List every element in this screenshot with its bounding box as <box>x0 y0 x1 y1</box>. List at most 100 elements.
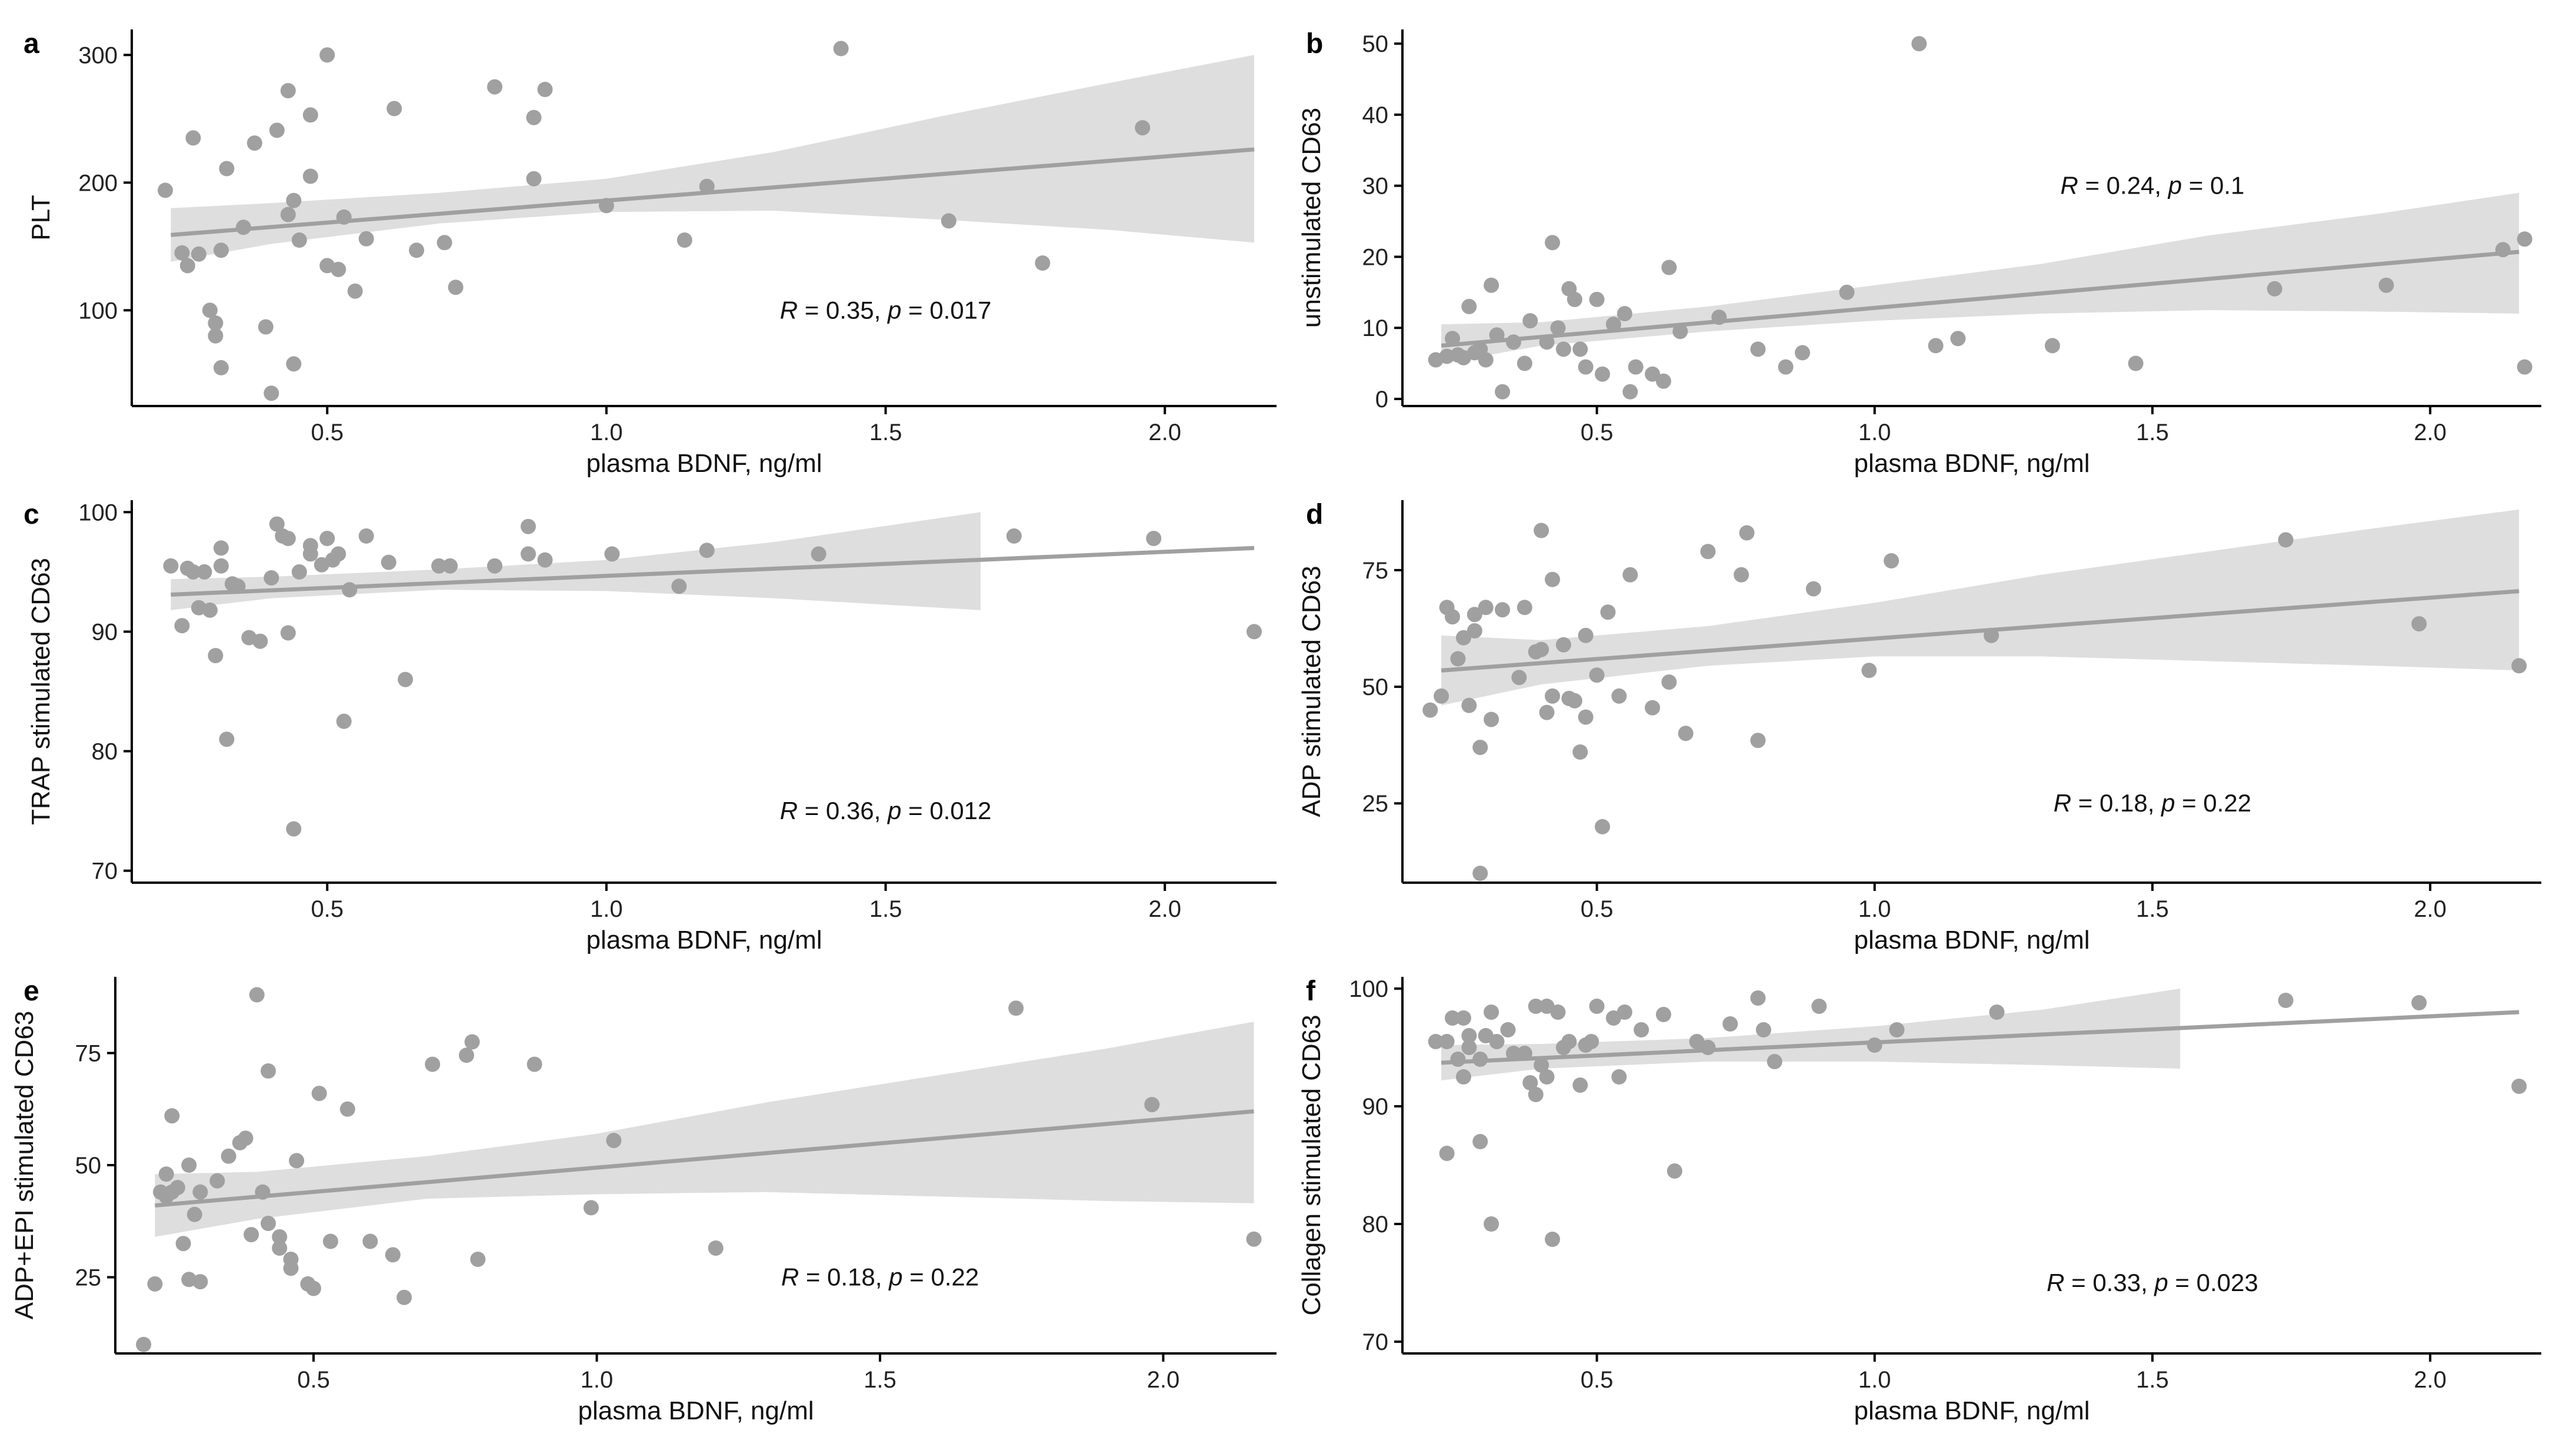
data-point <box>336 713 352 729</box>
data-point <box>280 625 296 641</box>
data-point <box>381 554 396 570</box>
r-value: = 0.33, <box>2064 1269 2154 1296</box>
data-point <box>1622 567 1638 583</box>
data-point <box>2378 277 2394 293</box>
x-tick-label: 0.5 <box>311 420 344 445</box>
data-point <box>598 198 614 214</box>
data-point <box>1461 697 1477 713</box>
data-point <box>291 564 307 580</box>
data-point <box>1655 373 1671 389</box>
data-point <box>246 135 262 151</box>
data-point <box>1439 1146 1455 1161</box>
data-point <box>1928 338 1944 354</box>
data-point <box>163 558 179 574</box>
correlation-annotation: R = 0.18, p = 0.22 <box>781 1263 979 1290</box>
data-point <box>158 182 173 198</box>
x-tick-label: 0.5 <box>311 896 344 922</box>
data-point <box>699 178 715 194</box>
data-point <box>264 385 279 401</box>
data-point <box>1600 604 1616 620</box>
data-point <box>1795 345 1810 361</box>
data-point <box>1528 1087 1544 1102</box>
data-point <box>1246 1231 1262 1247</box>
data-point <box>1661 260 1677 275</box>
p-symbol: p <box>887 296 901 324</box>
data-point <box>213 242 229 258</box>
data-point <box>1505 1046 1521 1061</box>
data-point <box>336 209 352 225</box>
data-point <box>147 1276 163 1292</box>
x-tick-label: 1.0 <box>1858 896 1891 922</box>
r-symbol: R <box>780 797 798 824</box>
data-point <box>1700 544 1716 560</box>
data-point <box>269 516 285 532</box>
x-axis-label: plasma BDNF, ng/ml <box>578 1396 814 1425</box>
y-tick-label: 100 <box>78 298 118 324</box>
y-tick-label: 90 <box>1362 1094 1389 1120</box>
data-point <box>1008 1000 1024 1016</box>
data-point <box>1478 352 1494 368</box>
x-tick-label: 2.0 <box>1148 420 1181 445</box>
correlation-annotation: R = 0.36, p = 0.012 <box>780 797 992 824</box>
data-point <box>302 168 318 184</box>
data-point <box>202 302 218 318</box>
r-symbol: R <box>2060 172 2078 199</box>
data-point <box>1584 1034 1599 1049</box>
data-point <box>2511 1079 2527 1094</box>
data-point <box>464 1034 480 1050</box>
data-point <box>1572 744 1588 760</box>
data-point <box>1472 866 1488 882</box>
data-point <box>286 356 302 372</box>
correlation-annotation: R = 0.33, p = 0.023 <box>2047 1269 2258 1296</box>
data-point <box>1146 531 1162 546</box>
correlation-annotation: R = 0.35, p = 0.017 <box>780 296 992 324</box>
data-point <box>1495 602 1510 618</box>
ci-band <box>171 55 1254 262</box>
data-point <box>331 261 346 277</box>
panel-label: a <box>24 28 39 59</box>
data-point <box>1472 1052 1488 1067</box>
x-tick-label: 1.5 <box>869 420 902 445</box>
data-point <box>261 1216 276 1231</box>
x-tick-label: 1.0 <box>581 1367 614 1393</box>
x-axis-label: plasma BDNF, ng/ml <box>586 926 822 954</box>
y-tick-label: 70 <box>1362 1329 1389 1355</box>
data-point <box>521 518 536 534</box>
data-point <box>1500 1022 1516 1037</box>
data-point <box>1539 704 1555 720</box>
x-tick-label: 1.5 <box>869 896 902 922</box>
data-point <box>1445 331 1460 347</box>
data-point <box>196 564 212 580</box>
data-point <box>1750 990 1766 1006</box>
data-point <box>1489 1034 1505 1049</box>
panel-label: f <box>1306 976 1316 1007</box>
data-point <box>470 1252 486 1267</box>
data-point <box>1484 1216 1499 1232</box>
x-tick-label: 1.5 <box>2136 420 2169 445</box>
y-axis-label: Collagen stimulated CD63 <box>1297 1014 1326 1315</box>
data-point <box>1528 999 1544 1014</box>
data-point <box>1035 255 1051 271</box>
data-point <box>1572 1077 1588 1093</box>
data-point <box>1534 1057 1549 1073</box>
panel-label: c <box>24 499 39 530</box>
data-point <box>1539 334 1555 350</box>
data-point <box>396 1289 412 1305</box>
data-point <box>1661 674 1677 690</box>
data-point <box>286 821 302 837</box>
regression-line <box>1441 1010 2520 1065</box>
data-point <box>1511 670 1527 686</box>
data-point <box>1428 1034 1444 1049</box>
data-point <box>1750 341 1766 357</box>
data-point <box>158 1166 174 1182</box>
data-point <box>1006 528 1022 544</box>
data-point <box>1545 235 1560 251</box>
data-point <box>1472 740 1488 756</box>
y-tick-label: 25 <box>75 1265 102 1290</box>
x-axis-label: plasma BDNF, ng/ml <box>1854 926 2090 954</box>
data-point <box>347 283 363 299</box>
data-point <box>244 1227 259 1243</box>
r-value: = 0.18, <box>799 1263 889 1290</box>
data-point <box>1984 627 2000 643</box>
data-point <box>286 192 302 208</box>
